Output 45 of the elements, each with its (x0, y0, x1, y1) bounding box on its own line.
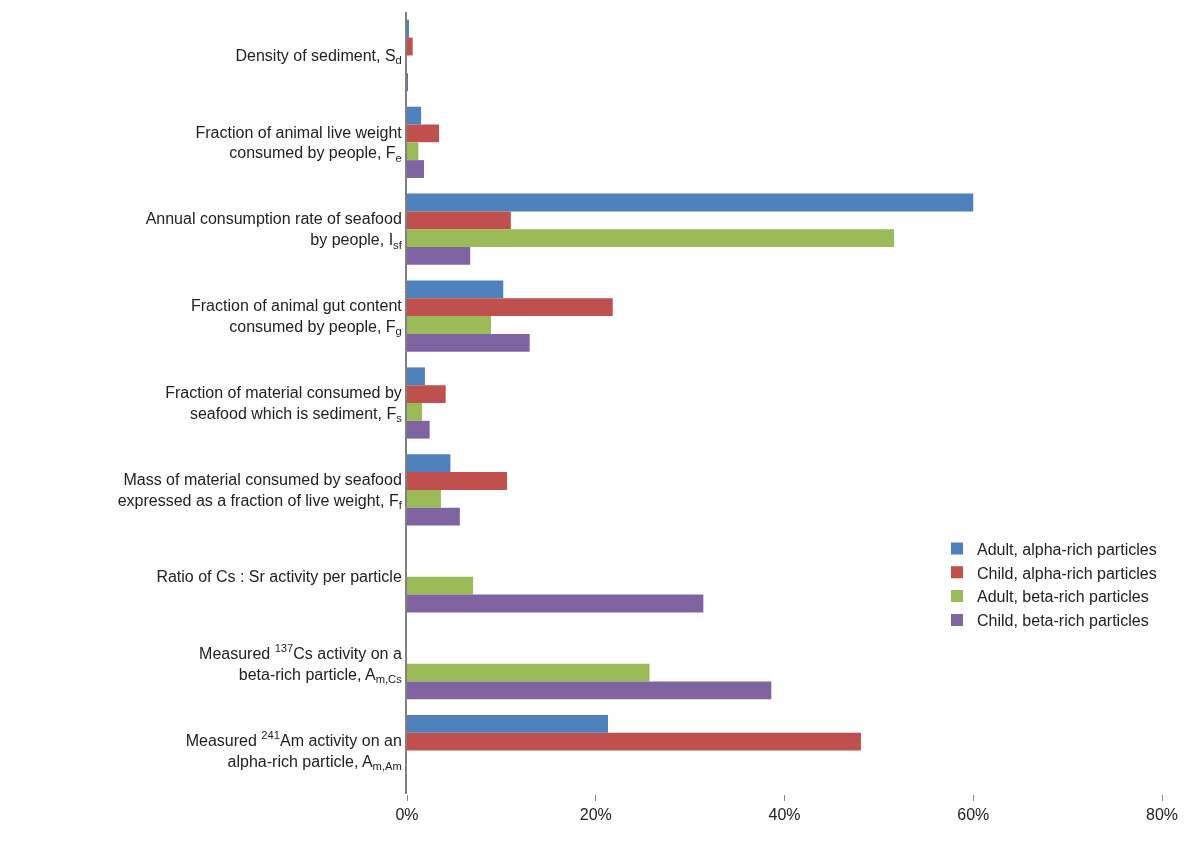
bar (407, 367, 425, 386)
legend-label: Child, alpha-rich particles (977, 564, 1157, 582)
y-tick-label: Fraction of material consumed by seafood which is sediment, F$_{s}$ (165, 384, 403, 425)
x-tick-label: 40% (768, 806, 801, 824)
bar (407, 333, 530, 352)
bar (407, 576, 474, 595)
bar (407, 316, 491, 334)
bar (407, 298, 613, 317)
bar (407, 142, 419, 161)
y-tick-label: Fraction of animal gut content consumed by people, F$_{g}$ (191, 297, 403, 338)
bar (407, 211, 511, 230)
bar (407, 193, 974, 212)
x-tick-label: 80% (1145, 806, 1179, 824)
legend-label: Adult, beta-rich particles (977, 588, 1149, 606)
y-tick-label: Annual consumption rate of seafood by people, I$_{sf}$ (145, 210, 403, 251)
bar (407, 594, 704, 613)
bar (407, 489, 441, 508)
bar (407, 663, 650, 682)
bar (407, 403, 423, 421)
y-tick-label: Density of sediment, S$_{d}$ (235, 47, 402, 67)
bar (407, 280, 504, 299)
x-tick-label: 20% (579, 806, 612, 824)
y-tick-label: Measured $^{137}$Cs activity on a beta-rich particle, A$_{m,Cs}$ (199, 642, 403, 686)
y-tick-label: Mass of material consumed by seafood expressed as a fraction of live weight, F$_{f}$ (117, 471, 403, 512)
bar (407, 247, 471, 265)
bar (407, 420, 430, 439)
bar (407, 106, 422, 125)
bar (407, 472, 508, 490)
bar (407, 160, 424, 178)
legend-label: Child, beta-rich particles (977, 612, 1149, 630)
bar (407, 507, 460, 526)
y-tick-label: Measured $^{241}$Am activity on an alpha-rich particle, A$_{m,Am}$ (185, 729, 402, 772)
bar (407, 385, 446, 403)
bar (407, 229, 894, 248)
bar (407, 124, 440, 143)
bar (407, 37, 413, 56)
bar (407, 454, 451, 473)
bar (407, 681, 772, 700)
legend-label: Adult, alpha-rich particles (977, 540, 1157, 558)
x-tick-label: 0% (395, 806, 419, 824)
y-tick-label: Fraction of animal live weight consumed by people, F$_{e}$ (195, 123, 403, 164)
bar (407, 714, 609, 733)
x-tick-label: 60% (957, 806, 990, 824)
y-tick-label: Ratio of Cs : Sr activity per particle (156, 568, 402, 586)
bar (407, 732, 861, 751)
